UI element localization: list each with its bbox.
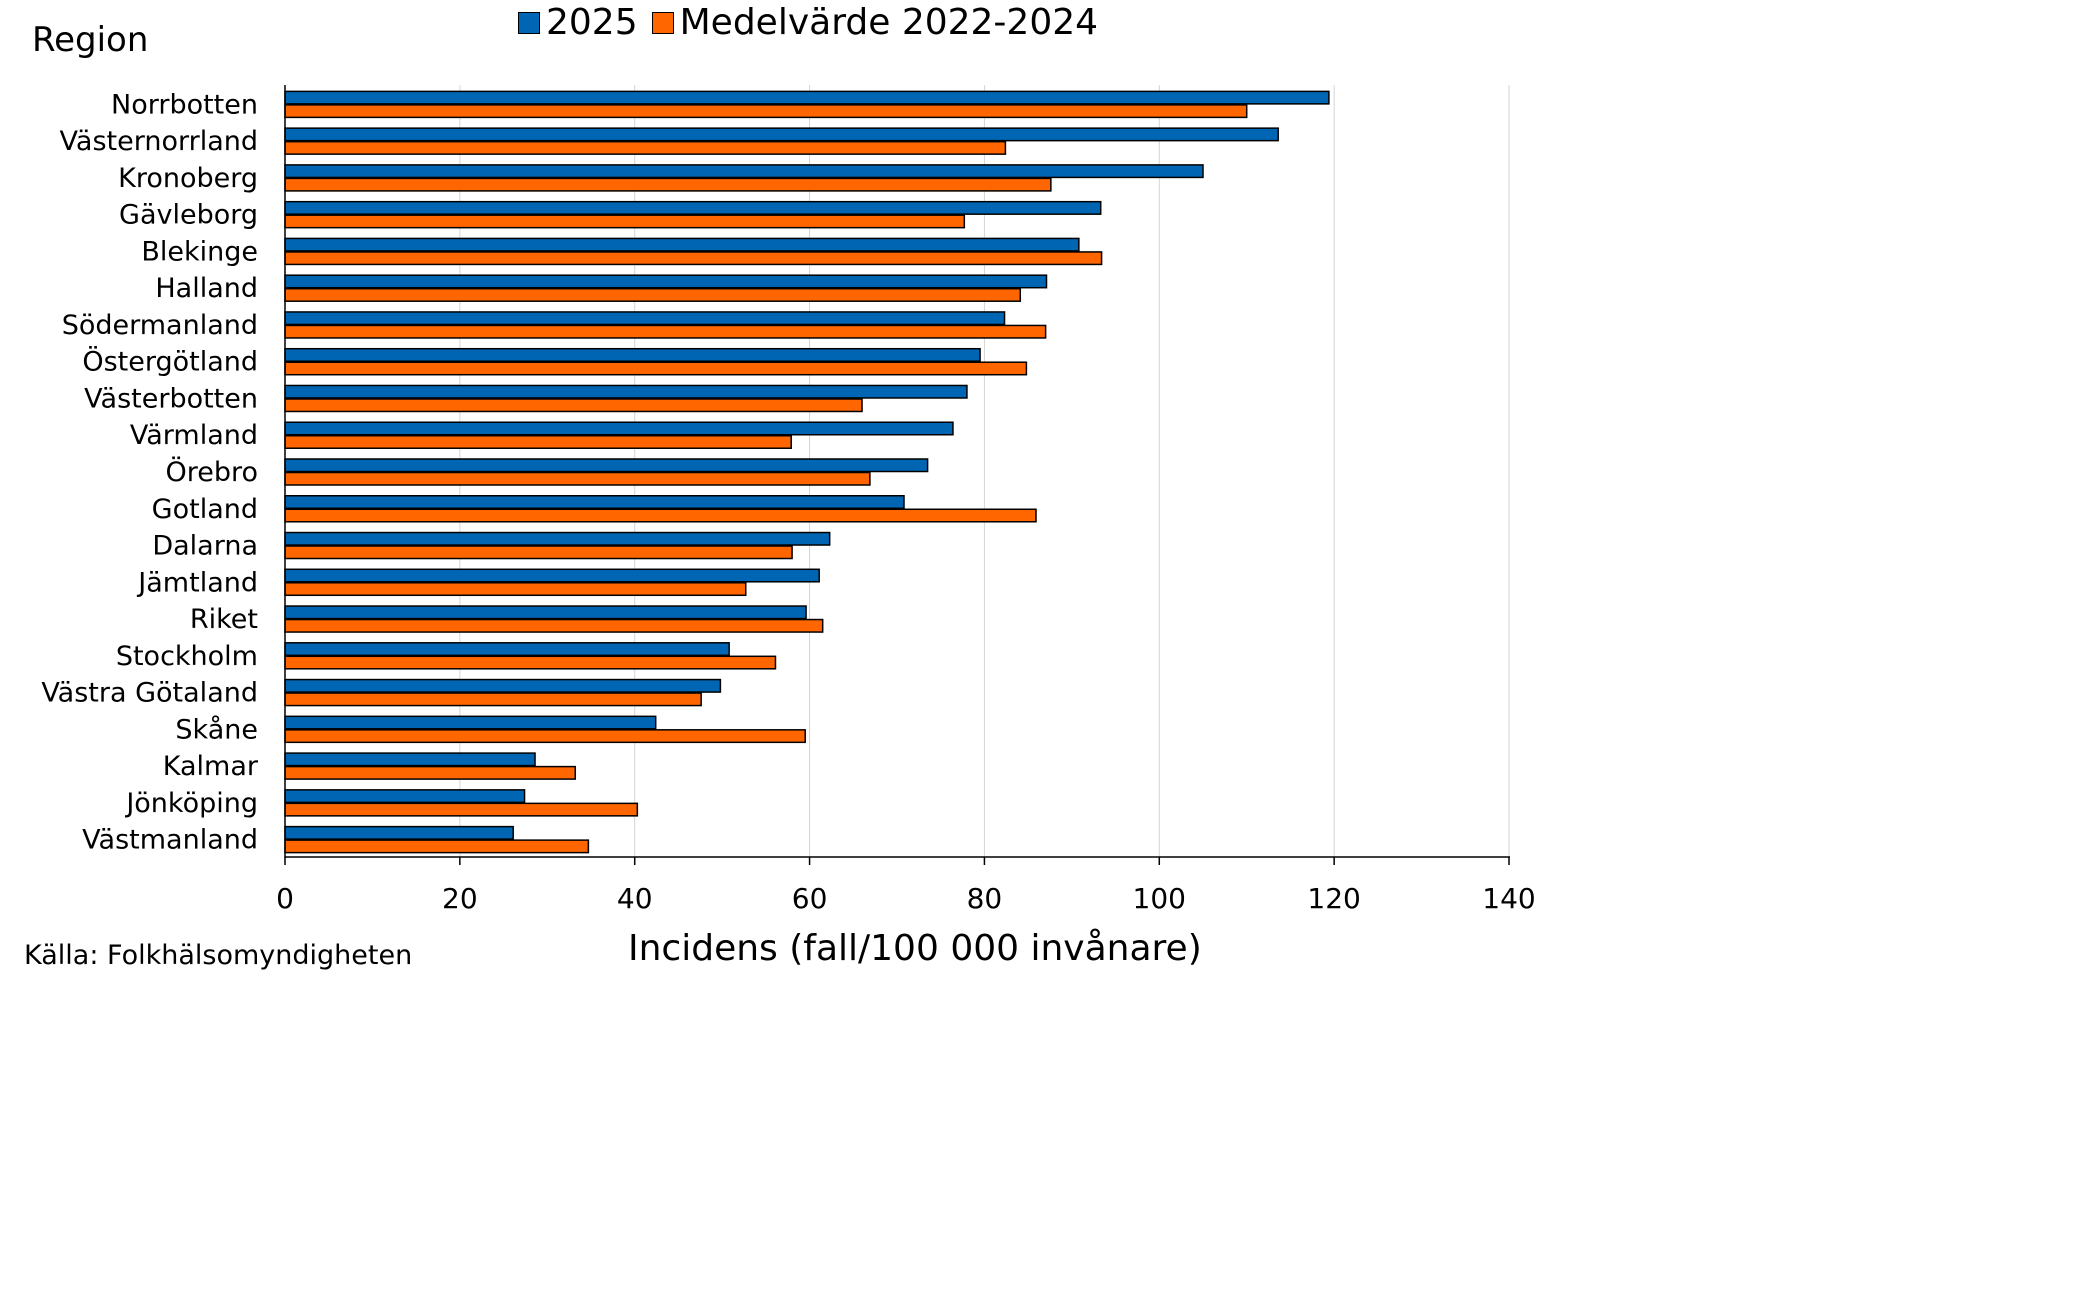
bar-medelvarde — [284, 434, 792, 449]
category-label: Västmanland — [82, 825, 258, 856]
bar-2025 — [284, 200, 1102, 215]
category-label: Jämtland — [136, 567, 258, 598]
bar-2025 — [284, 825, 514, 840]
bar-medelvarde — [284, 765, 577, 780]
bar-2025 — [284, 311, 1006, 326]
bar-2025 — [284, 458, 929, 473]
x-tick-label: 20 — [442, 882, 478, 915]
x-tick-label: 100 — [1133, 882, 1186, 915]
legend-label-medelvarde: Medelvärde 2022-2024 — [679, 2, 1099, 43]
y-axis-title: Region — [32, 20, 149, 60]
x-tick-label: 120 — [1307, 882, 1360, 915]
category-label: Västerbotten — [84, 383, 258, 414]
bar-medelvarde — [284, 177, 1052, 192]
bar-2025 — [284, 347, 981, 362]
legend-swatch-medelvarde — [651, 11, 674, 34]
bar-chart: Norrbotten Västernorrland Kronoberg Gävlebo… — [41, 85, 1536, 915]
bar-2025 — [284, 274, 1048, 289]
category-label: Gotland — [152, 494, 258, 525]
bar-2025 — [284, 605, 807, 620]
x-tick-label: 140 — [1482, 882, 1535, 915]
bar-2025 — [284, 164, 1204, 179]
bar-2025 — [284, 715, 657, 730]
bar-medelvarde — [284, 251, 1103, 266]
category-label: Östergötland — [82, 346, 258, 378]
x-axis-title: Incidens (fall/100 000 invånare) — [628, 928, 1202, 969]
bar-medelvarde — [284, 802, 639, 817]
bar-2025 — [284, 568, 820, 583]
bar-medelvarde — [284, 618, 824, 633]
x-tick-label: 60 — [792, 882, 828, 915]
category-label: Riket — [190, 604, 258, 635]
bar-2025 — [284, 90, 1330, 105]
legend-item-medelvarde: Medelvärde 2022-2024 — [651, 2, 1099, 43]
bar-2025 — [284, 752, 536, 767]
bar-medelvarde — [284, 839, 590, 854]
bar-medelvarde — [284, 471, 871, 486]
legend-label-2025: 2025 — [546, 2, 638, 43]
bar-medelvarde — [284, 582, 747, 597]
category-label: Kronoberg — [118, 163, 258, 194]
legend-item-2025: 2025 — [518, 2, 638, 43]
bar-2025 — [284, 642, 730, 657]
bar-medelvarde — [284, 104, 1248, 119]
bar-medelvarde — [284, 692, 702, 707]
bar-medelvarde — [284, 729, 806, 744]
bar-medelvarde — [284, 398, 863, 413]
legend-swatch-2025 — [518, 11, 540, 34]
bar-medelvarde — [284, 655, 777, 670]
category-label: Halland — [155, 273, 258, 304]
bar-2025 — [284, 678, 722, 693]
x-tick-label: 80 — [967, 882, 1003, 915]
bar-medelvarde — [284, 361, 1028, 376]
category-label: Örebro — [165, 456, 258, 488]
source-note: Källa: Folkhälsomyndigheten — [24, 940, 413, 971]
bar-2025 — [284, 127, 1279, 142]
category-label: Jönköping — [124, 788, 258, 819]
bar-medelvarde — [284, 140, 1007, 155]
category-label: Dalarna — [152, 531, 258, 562]
x-tick-label: 40 — [617, 882, 653, 915]
category-label: Norrbotten — [111, 89, 258, 120]
chart-legend: 2025 Medelvärde 2022-2024 — [518, 2, 1112, 43]
category-label: Skåne — [175, 714, 258, 745]
x-tick-label: 0 — [276, 882, 294, 915]
category-label: Kalmar — [163, 751, 259, 782]
category-label: Stockholm — [116, 641, 258, 672]
bar-2025 — [284, 531, 831, 546]
bar-2025 — [284, 495, 905, 510]
bar-medelvarde — [284, 508, 1037, 523]
bar-2025 — [284, 789, 526, 804]
category-label: Värmland — [130, 420, 258, 451]
category-label: Gävleborg — [119, 200, 258, 231]
category-label: Västra Götaland — [41, 678, 258, 709]
bar-medelvarde — [284, 287, 1022, 302]
category-label: Blekinge — [141, 236, 258, 267]
bar-2025 — [284, 237, 1080, 252]
bar-medelvarde — [284, 214, 966, 229]
bar-2025 — [284, 384, 968, 399]
category-label: Södermanland — [62, 310, 258, 341]
bar-medelvarde — [284, 324, 1047, 339]
bar-medelvarde — [284, 545, 793, 560]
category-label: Västernorrland — [60, 126, 258, 157]
bar-2025 — [284, 421, 954, 436]
